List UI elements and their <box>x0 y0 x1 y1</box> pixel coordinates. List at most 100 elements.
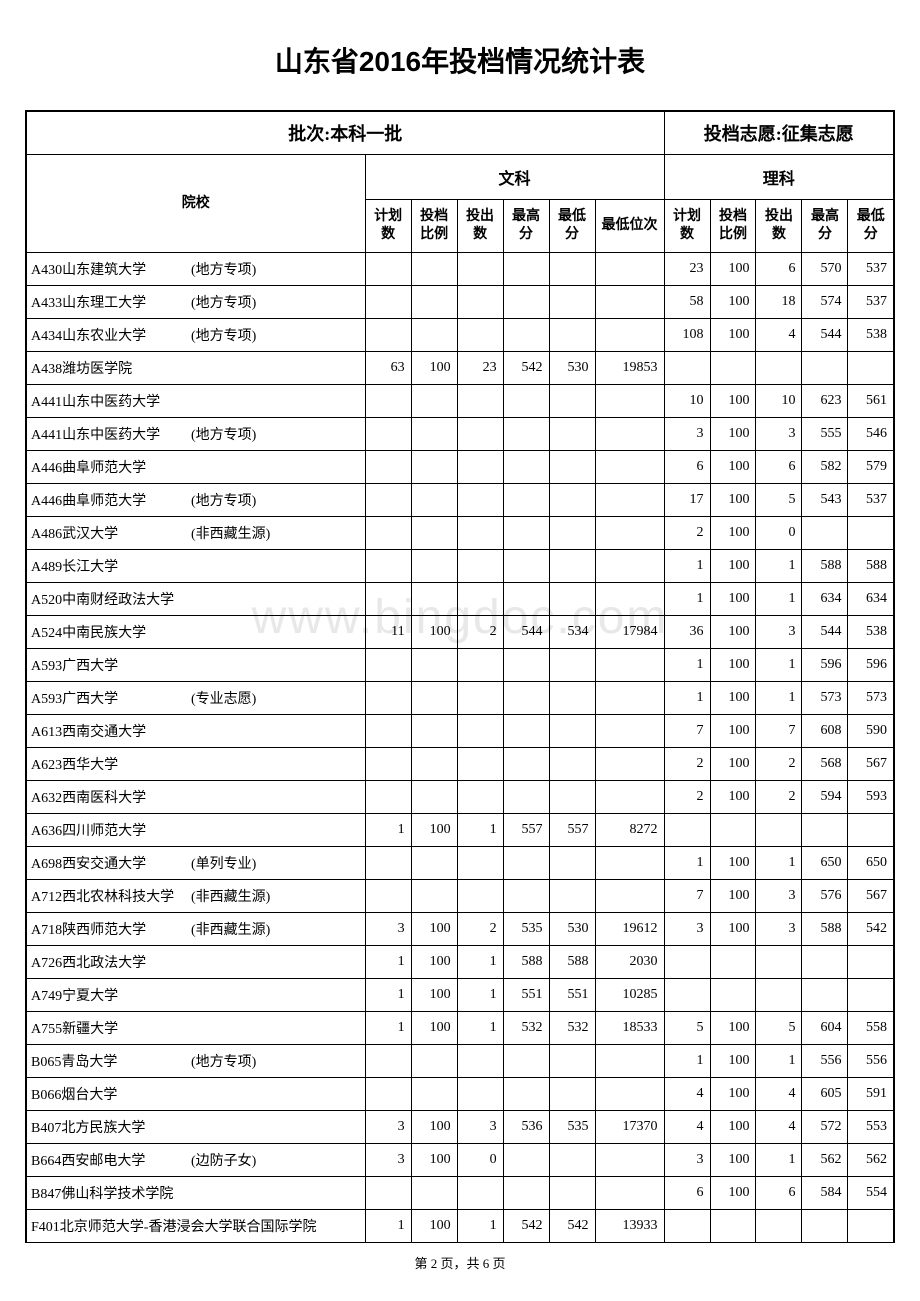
arts-put: 1 <box>457 1210 503 1243</box>
arts-put: 1 <box>457 946 503 979</box>
science-put: 4 <box>756 1078 802 1111</box>
arts-plan <box>365 550 411 583</box>
science-put: 1 <box>756 649 802 682</box>
science-plan: 5 <box>664 1012 710 1045</box>
table-row: A718陕西师范大学(非西藏生源)31002535530196123100358… <box>26 913 894 946</box>
table-row: A613西南交通大学71007608590 <box>26 715 894 748</box>
science-min: 567 <box>848 748 894 781</box>
arts-ratio: 100 <box>411 1012 457 1045</box>
arts-min: 530 <box>549 913 595 946</box>
science-plan: 1 <box>664 583 710 616</box>
science-max: 568 <box>802 748 848 781</box>
arts-max: 544 <box>503 616 549 649</box>
arts-ratio: 100 <box>411 814 457 847</box>
school-name: A446曲阜师范大学 <box>31 490 191 510</box>
science-put: 1 <box>756 1144 802 1177</box>
arts-plan: 3 <box>365 1111 411 1144</box>
arts-plan: 63 <box>365 352 411 385</box>
table-row: A712西北农林科技大学(非西藏生源)71003576567 <box>26 880 894 913</box>
arts-ratio <box>411 649 457 682</box>
school-name: B664西安邮电大学 <box>31 1150 191 1170</box>
science-ratio: 100 <box>710 484 756 517</box>
science-plan <box>664 946 710 979</box>
arts-put <box>457 847 503 880</box>
arts-ratio <box>411 682 457 715</box>
science-min: 537 <box>848 253 894 286</box>
science-put <box>756 979 802 1012</box>
science-max: 543 <box>802 484 848 517</box>
arts-rank <box>595 880 664 913</box>
arts-min: 534 <box>549 616 595 649</box>
arts-ratio: 100 <box>411 979 457 1012</box>
science-max: 634 <box>802 583 848 616</box>
arts-plan: 1 <box>365 1210 411 1243</box>
table-row: A486武汉大学(非西藏生源)21000 <box>26 517 894 550</box>
arts-min: 557 <box>549 814 595 847</box>
arts-min <box>549 847 595 880</box>
school-name: A613西南交通大学 <box>31 721 191 741</box>
col-arts-rank: 最低位次 <box>595 200 664 253</box>
table-row: A438潍坊医学院631002354253019853 <box>26 352 894 385</box>
arts-min: 535 <box>549 1111 595 1144</box>
science-max: 605 <box>802 1078 848 1111</box>
table-row: F401北京师范大学-香港浸会大学联合国际学院1100154254213933 <box>26 1210 894 1243</box>
science-max: 570 <box>802 253 848 286</box>
arts-plan <box>365 517 411 550</box>
table-row: A446曲阜师范大学(地方专项)171005543537 <box>26 484 894 517</box>
arts-put <box>457 418 503 451</box>
science-min: 634 <box>848 583 894 616</box>
school-cell: B066烟台大学 <box>26 1078 365 1111</box>
school-note: (地方专项) <box>191 424 256 444</box>
school-name: A632西南医科大学 <box>31 787 191 807</box>
science-plan: 3 <box>664 913 710 946</box>
school-cell: B407北方民族大学 <box>26 1111 365 1144</box>
arts-ratio <box>411 1045 457 1078</box>
science-put: 6 <box>756 253 802 286</box>
arts-put <box>457 286 503 319</box>
science-plan: 6 <box>664 451 710 484</box>
arts-put <box>457 253 503 286</box>
arts-plan <box>365 715 411 748</box>
school-cell: A718陕西师范大学(非西藏生源) <box>26 913 365 946</box>
arts-min <box>549 1045 595 1078</box>
arts-plan <box>365 880 411 913</box>
science-plan: 58 <box>664 286 710 319</box>
science-min: 567 <box>848 880 894 913</box>
science-ratio: 100 <box>710 847 756 880</box>
statistics-table: 批次:本科一批 投档志愿:征集志愿 院校 文科 理科 计划数 投档比例 投出数 … <box>25 110 895 1243</box>
school-name: A446曲阜师范大学 <box>31 457 191 477</box>
school-cell: A434山东农业大学(地方专项) <box>26 319 365 352</box>
volunteer-header: 投档志愿:征集志愿 <box>664 111 894 155</box>
arts-max <box>503 418 549 451</box>
science-max: 544 <box>802 616 848 649</box>
arts-plan <box>365 1078 411 1111</box>
science-min: 542 <box>848 913 894 946</box>
arts-max <box>503 649 549 682</box>
arts-min <box>549 715 595 748</box>
school-name: A520中南财经政法大学 <box>31 589 191 609</box>
arts-rank <box>595 418 664 451</box>
arts-put <box>457 880 503 913</box>
school-cell: A489长江大学 <box>26 550 365 583</box>
table-row: B664西安邮电大学(边防子女)3100031001562562 <box>26 1144 894 1177</box>
arts-put: 1 <box>457 814 503 847</box>
science-min <box>848 814 894 847</box>
science-min: 596 <box>848 649 894 682</box>
table-row: A593广西大学11001596596 <box>26 649 894 682</box>
arts-max <box>503 286 549 319</box>
arts-ratio: 100 <box>411 913 457 946</box>
arts-min <box>549 451 595 484</box>
science-max: 544 <box>802 319 848 352</box>
school-cell: A593广西大学(专业志愿) <box>26 682 365 715</box>
science-ratio: 100 <box>710 1144 756 1177</box>
school-note: (地方专项) <box>191 1051 256 1071</box>
arts-max <box>503 1045 549 1078</box>
science-ratio: 100 <box>710 550 756 583</box>
arts-max <box>503 484 549 517</box>
science-min <box>848 517 894 550</box>
school-name: B847佛山科学技术学院 <box>31 1183 191 1203</box>
science-plan: 7 <box>664 715 710 748</box>
arts-rank <box>595 550 664 583</box>
arts-max: 535 <box>503 913 549 946</box>
school-name: A593广西大学 <box>31 655 191 675</box>
